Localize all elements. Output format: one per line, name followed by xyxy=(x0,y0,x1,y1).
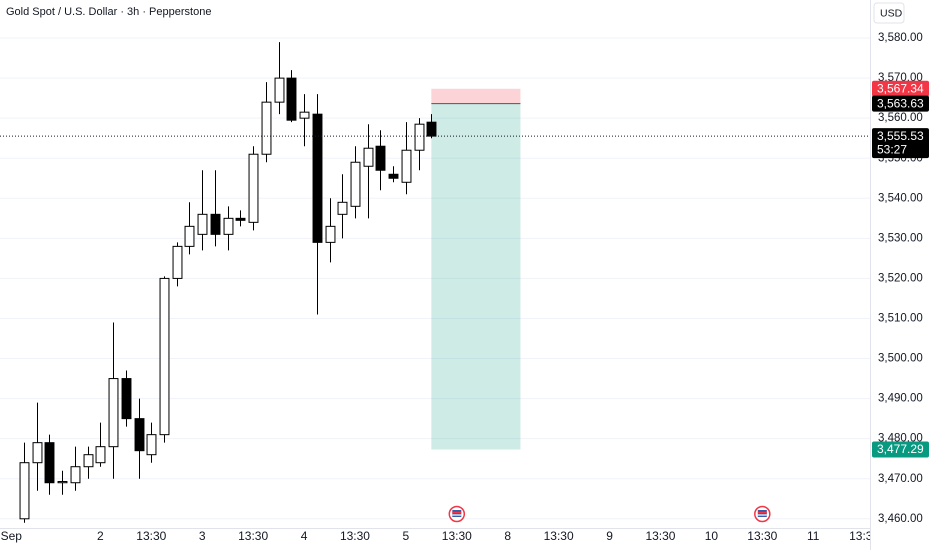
candle-body xyxy=(261,101,272,155)
candle-body xyxy=(312,113,323,243)
candle-body xyxy=(57,481,68,484)
x-tick-label: 9 xyxy=(606,529,613,543)
event-icon xyxy=(448,505,466,523)
x-tick-label: 2 xyxy=(97,529,104,543)
candle-body xyxy=(350,161,361,207)
x-tick-label: 8 xyxy=(504,529,511,543)
event-icon-flag xyxy=(757,510,767,517)
y-tick-label: 3,520.00 xyxy=(878,272,923,284)
candle-body xyxy=(146,434,157,456)
entry-price-tag-label: 3,563.63 xyxy=(877,96,924,110)
candle-body xyxy=(159,277,170,436)
y-tick-label: 3,460.00 xyxy=(878,513,923,525)
candle-body xyxy=(70,466,81,484)
currency-label: USD xyxy=(880,7,903,19)
x-tick-label: 13:30 xyxy=(544,529,574,543)
candle-body xyxy=(299,111,310,119)
x-tick-label: 13:30 xyxy=(747,529,777,543)
candle-body xyxy=(388,173,399,179)
candle-body xyxy=(134,418,145,452)
candle-body xyxy=(235,217,246,221)
x-tick-label: 13:30 xyxy=(238,529,268,543)
y-tick-label: 3,580.00 xyxy=(878,32,923,44)
candle-body xyxy=(223,217,234,235)
candle-body xyxy=(83,454,94,468)
target-price-tag-box xyxy=(872,441,929,458)
currency-button[interactable] xyxy=(873,2,905,24)
candle-body xyxy=(414,123,425,151)
stop-price-tag-box xyxy=(872,80,929,97)
candle-body xyxy=(121,378,132,420)
candle-body xyxy=(274,77,285,103)
chart-title: Gold Spot / U.S. Dollar · 3h · Peppersto… xyxy=(6,6,211,18)
y-tick-label: 3,470.00 xyxy=(878,473,923,485)
candle-body xyxy=(210,213,221,235)
stop-zone xyxy=(431,88,521,104)
y-tick-label: 3,560.00 xyxy=(878,112,923,124)
y-tick-label: 3,490.00 xyxy=(878,393,923,405)
x-tick-label: 4 xyxy=(301,529,308,543)
last-price-label: 3,555.53 xyxy=(877,129,924,143)
candle-body xyxy=(197,213,208,235)
candle-body xyxy=(95,446,106,464)
target-zone xyxy=(431,103,521,450)
x-tick-label: 13:30 xyxy=(645,529,675,543)
x-tick-label: 13:30 xyxy=(442,529,472,543)
x-tick-label: 13:30 xyxy=(340,529,370,543)
event-icon-flag xyxy=(452,510,462,517)
candle-body xyxy=(363,147,374,167)
candle-body xyxy=(337,201,348,215)
countdown-label: 53:27 xyxy=(877,142,907,156)
candle-body xyxy=(401,149,412,183)
candle-body xyxy=(286,77,297,121)
last-price-box xyxy=(872,128,929,159)
candle-body xyxy=(172,245,183,279)
x-tick-label: 13:30 xyxy=(136,529,166,543)
x-tick-label: 3 xyxy=(199,529,206,543)
candle-body xyxy=(375,145,386,171)
event-icon xyxy=(754,505,771,523)
candle-body xyxy=(108,378,119,448)
x-tick-label: Sep xyxy=(1,529,23,543)
x-tick-label: 5 xyxy=(403,529,410,543)
candle-body xyxy=(325,225,336,243)
target-price-tag-label: 3,477.29 xyxy=(877,442,924,456)
candle-body xyxy=(184,225,195,247)
candle-body xyxy=(44,442,55,484)
candle-body xyxy=(32,442,43,464)
entry-price-tag-box xyxy=(872,95,929,112)
candle-body xyxy=(426,121,437,137)
y-tick-label: 3,540.00 xyxy=(878,192,923,204)
stop-price-tag-label: 3,567.34 xyxy=(877,81,924,95)
candle-body xyxy=(248,153,259,223)
y-tick-label: 3,510.00 xyxy=(878,313,923,325)
x-tick-label: 11 xyxy=(807,529,820,543)
x-tick-label: 10 xyxy=(705,529,719,543)
y-tick-label: 3,530.00 xyxy=(878,232,923,244)
candle-body xyxy=(19,462,30,520)
y-tick-label: 3,500.00 xyxy=(878,353,923,365)
